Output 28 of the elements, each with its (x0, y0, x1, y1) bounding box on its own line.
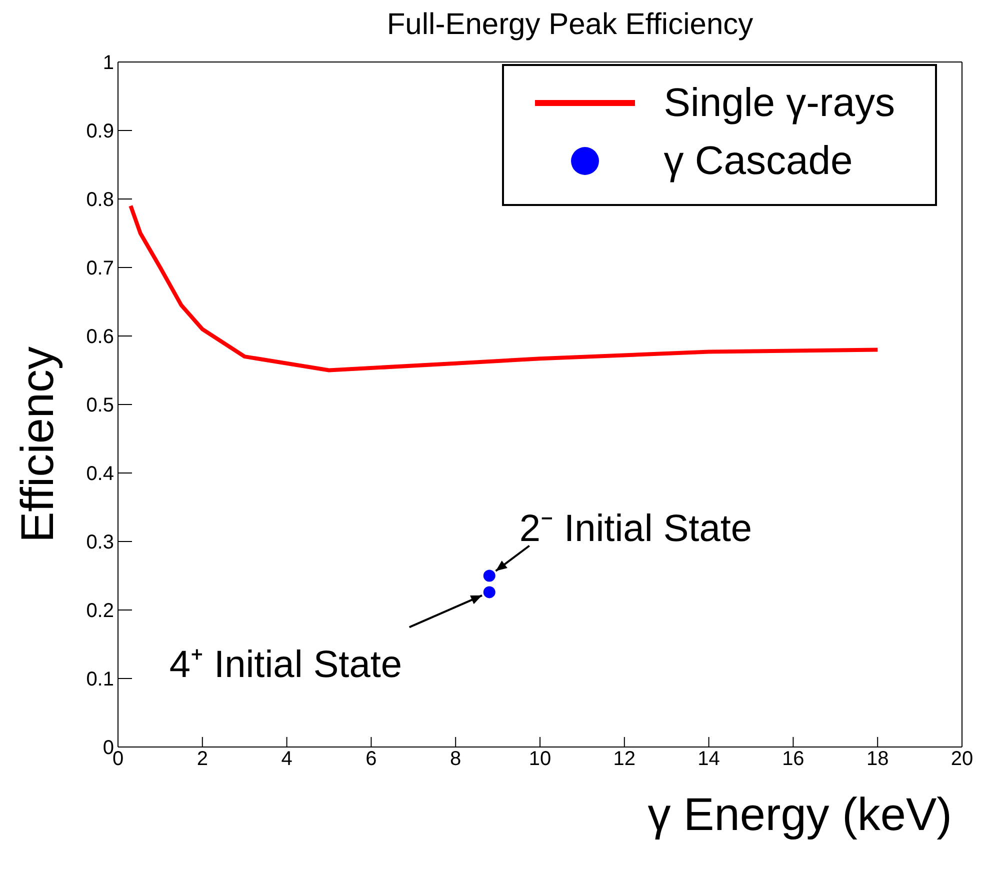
x-tick-label: 18 (866, 748, 889, 770)
x-tick-label: 20 (950, 748, 974, 770)
y-axis-title: Efficiency (11, 346, 63, 543)
x-tick-label: 10 (528, 748, 552, 770)
y-tick-label: 0.2 (86, 600, 114, 622)
x-tick-label: 16 (782, 748, 804, 770)
y-tick-label: 0.6 (86, 326, 114, 348)
x-axis-title: γ Energy (keV) (648, 788, 952, 840)
x-tick-label: 12 (613, 748, 636, 770)
y-tick-label: 0.8 (86, 189, 114, 212)
y-tick-label: 0.4 (86, 463, 114, 486)
legend-label: Single γ-rays (664, 80, 895, 127)
x-tick-label: 6 (366, 748, 377, 770)
x-tick-label: 4 (281, 748, 292, 770)
annotation: 4⁺ Initial State (169, 644, 402, 686)
y-tick-label: 1 (102, 52, 114, 74)
chart-title: Full-Energy Peak Efficiency (386, 8, 754, 43)
annotation: 2⁻ Initial State (519, 508, 752, 550)
y-tick-label: 0.1 (86, 668, 114, 691)
legend-label: γ Cascade (664, 138, 853, 185)
line-series (128, 204, 880, 372)
y-tick-label: 0.5 (86, 394, 114, 417)
y-tick-label: 0.3 (86, 532, 114, 554)
x-tick-label: 14 (698, 748, 720, 770)
x-tick-label: 8 (450, 748, 462, 770)
y-tick-label: 0.9 (86, 120, 114, 143)
y-tick-label: 0.7 (86, 258, 114, 280)
x-tick-label: 2 (196, 748, 208, 770)
